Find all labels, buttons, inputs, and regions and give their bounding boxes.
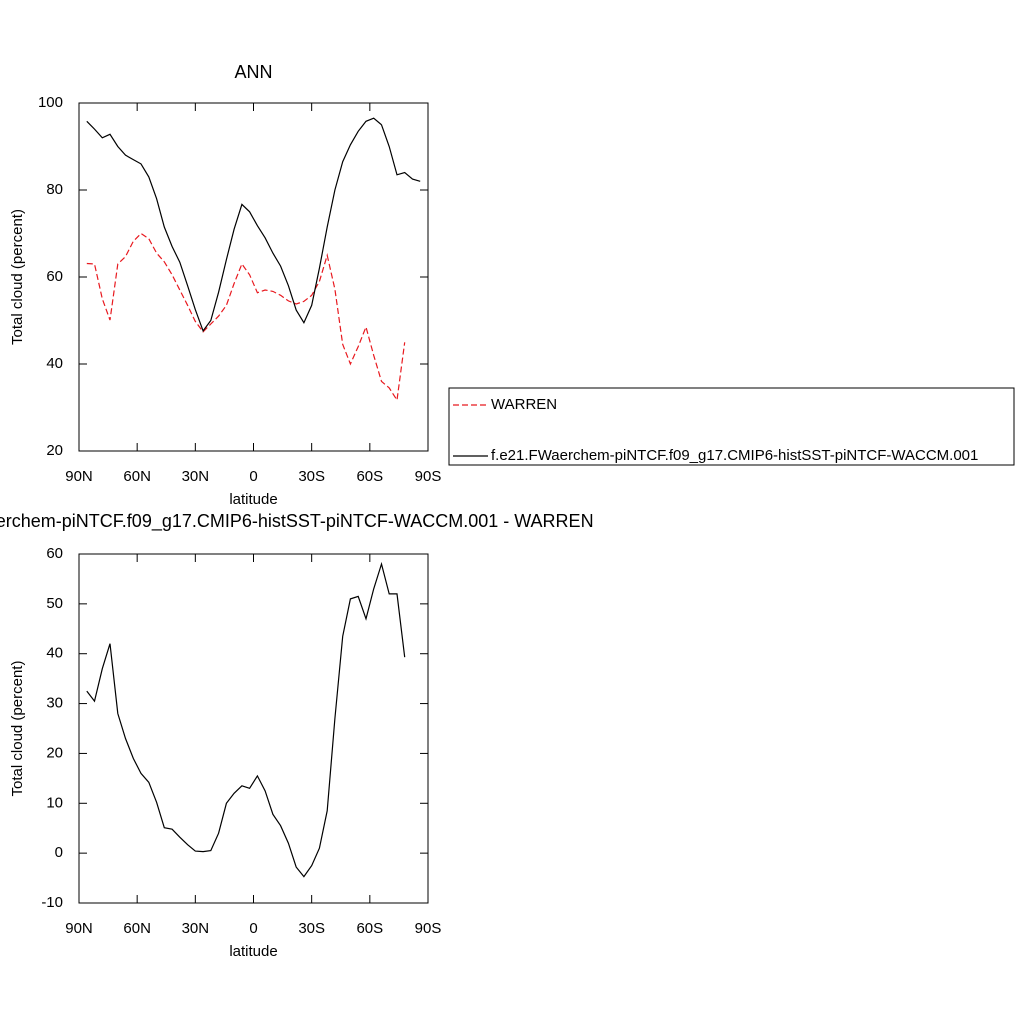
y-tick-label: 20 [46,442,63,459]
x-axis-label: latitude [229,491,277,508]
x-tick-label: 30S [298,468,325,485]
x-tick-label: 60S [356,920,383,937]
x-tick-label: 60S [356,468,383,485]
data-line [86,561,406,878]
x-tick-label: 30S [298,920,325,937]
y-tick-label: 100 [38,94,63,111]
x-tick-label: 0 [249,920,257,937]
y-tick-label: -10 [41,894,63,911]
legend-label: WARREN [491,396,557,413]
x-tick-label: 0 [249,468,257,485]
y-tick-label: 40 [46,645,63,662]
x-tick-label: 60N [123,468,151,485]
legend-box [448,387,1015,466]
y-axis-label: Total cloud (percent) [9,661,26,797]
y-tick-label: 10 [46,794,63,811]
y-tick-label: 50 [46,595,63,612]
data-line [86,117,421,333]
y-tick-label: 20 [46,744,63,761]
chart-title: ANN [234,62,272,82]
chart-title: f.e21.FWaerchem-piNTCF.f09_g17.CMIP6-his… [0,511,594,532]
plot-frame [78,553,429,904]
legend-label: f.e21.FWaerchem-piNTCF.f09_g17.CMIP6-his… [491,447,978,464]
y-tick-label: 60 [46,545,63,562]
y-tick-label: 80 [46,181,63,198]
x-tick-label: 30N [182,920,210,937]
plot-frame [78,102,429,452]
y-axis-label: Total cloud (percent) [9,209,26,345]
data-line [86,232,406,402]
legend: WARREN f.e21.FWaerchem-piNTCF.f09_g17.CMI… [448,387,1015,466]
y-tick-label: 40 [46,355,63,372]
y-tick-label: 30 [46,695,63,712]
x-axis-label: latitude [229,943,277,960]
x-tick-label: 90S [415,920,442,937]
x-tick-label: 90S [415,468,442,485]
y-tick-label: 60 [46,268,63,285]
x-tick-label: 60N [123,920,151,937]
x-tick-label: 30N [182,468,210,485]
y-tick-label: 0 [55,844,63,861]
x-tick-label: 90N [65,468,93,485]
x-tick-label: 90N [65,920,93,937]
